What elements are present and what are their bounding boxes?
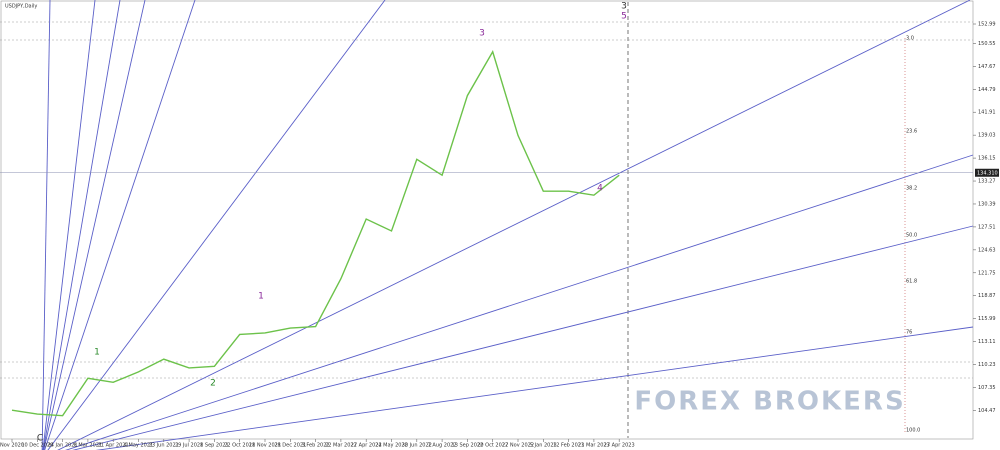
wave-label: C xyxy=(37,434,43,444)
x-tick-label: Nov 2020 xyxy=(0,443,24,449)
fib-label: 100.0 xyxy=(906,428,920,434)
y-tick-label: 110.23 xyxy=(978,362,996,368)
x-tick-label: 10 Dec 2020 xyxy=(21,443,53,449)
plot-frame xyxy=(0,0,974,440)
x-tick-label: 13 Sep 2022 xyxy=(452,443,484,449)
x-tick-label: 8 Sep 2021 xyxy=(200,443,229,449)
x-tick-label: 24 May 2022 xyxy=(375,443,408,449)
wave-label: 1 xyxy=(94,348,100,358)
watermark: FOREX BROKERS xyxy=(634,387,905,417)
y-tick-label: 139.03 xyxy=(978,133,996,139)
y-tick-label: 141.91 xyxy=(978,110,996,116)
x-tick-label: 29 Jul 2021 xyxy=(175,443,203,449)
wave-label: 2 xyxy=(210,379,216,389)
fib-label: 23.6 xyxy=(906,129,917,135)
y-tick-label: 121.75 xyxy=(978,270,996,276)
x-tick-label: 27 Apr 2022 xyxy=(351,443,382,449)
fan-line xyxy=(65,154,974,450)
x-tick-label: 30 Jun 2022 xyxy=(402,443,432,449)
fan-line xyxy=(47,0,386,450)
wave-label: 1 xyxy=(258,292,264,302)
gann-fan xyxy=(41,0,974,450)
y-tick-label: 133.27 xyxy=(978,179,996,185)
x-tick-label: 21 Mar 2023 xyxy=(578,443,610,449)
symbol-label: USDJPY,Daily xyxy=(5,4,37,10)
y-tick-label: 124.63 xyxy=(978,247,996,253)
fib-label: 50.0 xyxy=(906,233,917,239)
fan-line xyxy=(42,0,121,450)
y-tick-label: 130.39 xyxy=(978,201,996,207)
y-tick-label: 115.99 xyxy=(978,316,996,322)
x-tick-label: 7 Aug 2022 xyxy=(428,443,457,449)
wave-label: 4 xyxy=(597,184,603,194)
wave-label: 5 xyxy=(621,12,627,22)
x-tick-label: 3 Feb 2022 xyxy=(302,443,330,449)
fan-line xyxy=(57,0,971,450)
price-tag-label: 134.310 xyxy=(977,170,998,176)
x-tick-label: 22 Oct 2021 xyxy=(224,443,255,449)
y-tick-label: 150.55 xyxy=(978,41,996,47)
price-line-series xyxy=(11,50,620,417)
y-tick-label: 152.99 xyxy=(978,22,996,28)
x-tick-label: 24 Jan 2021 xyxy=(48,443,78,449)
x-tick-label: 20 Oct 2022 xyxy=(477,443,508,449)
fib-label: 3.0 xyxy=(906,36,914,42)
x-tick-label: 8 Mar 2021 xyxy=(74,443,103,449)
x-tick-label: 5 Jan 2023 xyxy=(530,443,557,449)
fan-line xyxy=(41,0,51,450)
wave-label: 3 xyxy=(479,29,485,39)
price-tag xyxy=(975,168,999,177)
x-tick-label: 27 Apr 2023 xyxy=(604,443,635,449)
y-tick-label: 147.67 xyxy=(978,64,996,70)
fib-label: 38.2 xyxy=(906,186,917,192)
x-tick-label: 22 Mar 2022 xyxy=(325,443,357,449)
x-tick-label: 21 Apr 2021 xyxy=(98,443,129,449)
fan-line xyxy=(44,0,196,450)
fib-label: 61.8 xyxy=(906,279,917,285)
x-tick-label: 27 Nov 2022 xyxy=(502,443,534,449)
fan-line xyxy=(72,225,974,450)
y-tick-label: 127.51 xyxy=(978,224,996,230)
wave-label: 3 xyxy=(621,2,627,12)
fan-line xyxy=(42,0,96,450)
x-tick-label: 23 Jun 2021 xyxy=(149,443,179,449)
fan-line xyxy=(43,0,146,450)
y-tick-label: 113.11 xyxy=(978,339,996,345)
x-tick-label: 28 Dec 2021 xyxy=(274,443,306,449)
fan-line xyxy=(95,326,974,450)
y-tick-label: 118.87 xyxy=(978,293,996,299)
x-tick-label: 18 Nov 2021 xyxy=(249,443,281,449)
y-tick-label: 144.79 xyxy=(978,87,996,93)
x-tick-label: 4 May 2021 xyxy=(124,443,153,449)
y-tick-label: 136.15 xyxy=(978,156,996,162)
fib-label: 76 xyxy=(906,330,912,336)
x-tick-label: 12 Feb 2023 xyxy=(553,443,584,449)
y-tick-label: 107.35 xyxy=(978,385,996,391)
y-tick-label: 104.47 xyxy=(978,408,996,414)
